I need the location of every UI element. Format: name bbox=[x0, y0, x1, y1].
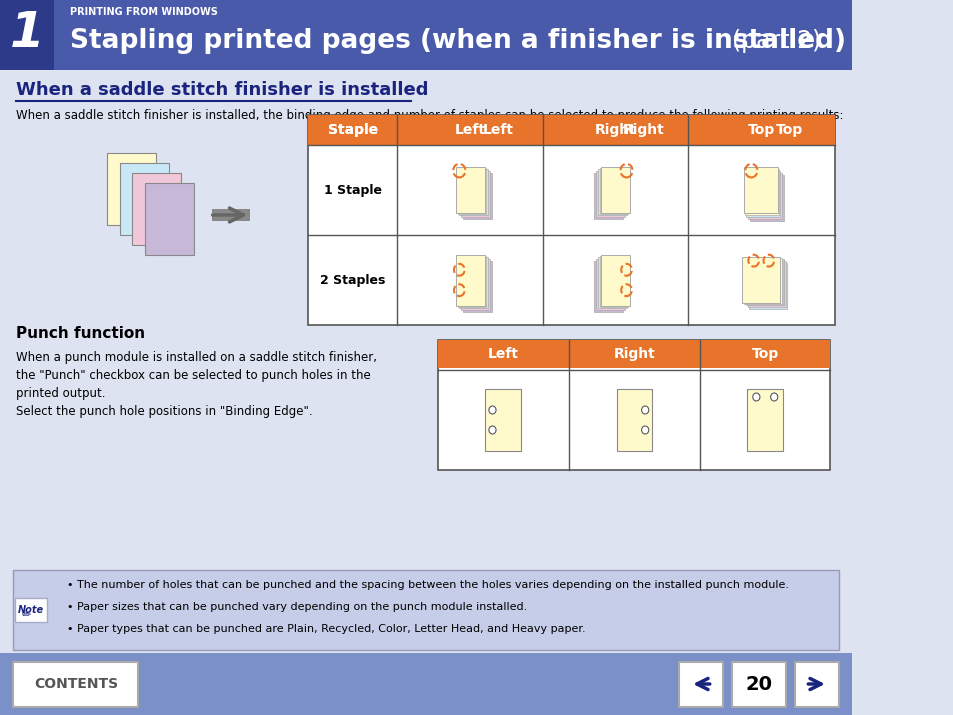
FancyBboxPatch shape bbox=[598, 169, 626, 215]
FancyBboxPatch shape bbox=[0, 0, 851, 70]
Circle shape bbox=[770, 393, 777, 401]
FancyBboxPatch shape bbox=[437, 340, 830, 470]
FancyBboxPatch shape bbox=[0, 0, 53, 70]
FancyBboxPatch shape bbox=[460, 259, 490, 310]
FancyBboxPatch shape bbox=[732, 662, 785, 707]
FancyBboxPatch shape bbox=[598, 167, 628, 214]
Text: Top: Top bbox=[751, 347, 778, 361]
FancyBboxPatch shape bbox=[107, 153, 156, 225]
FancyBboxPatch shape bbox=[616, 389, 652, 451]
Circle shape bbox=[488, 406, 496, 414]
FancyBboxPatch shape bbox=[308, 115, 834, 325]
FancyBboxPatch shape bbox=[678, 662, 722, 707]
FancyBboxPatch shape bbox=[747, 261, 784, 307]
FancyBboxPatch shape bbox=[794, 662, 839, 707]
Text: 1: 1 bbox=[10, 9, 44, 57]
Text: Right: Right bbox=[595, 123, 636, 137]
Text: When a saddle stitch finisher is installed, the binding edge and number of stapl: When a saddle stitch finisher is install… bbox=[16, 109, 842, 122]
FancyBboxPatch shape bbox=[749, 174, 782, 222]
FancyBboxPatch shape bbox=[145, 183, 193, 255]
Text: Left: Left bbox=[482, 123, 514, 137]
FancyBboxPatch shape bbox=[13, 662, 138, 707]
FancyBboxPatch shape bbox=[132, 173, 181, 245]
FancyBboxPatch shape bbox=[745, 259, 783, 305]
Text: 20: 20 bbox=[744, 674, 772, 694]
FancyBboxPatch shape bbox=[743, 257, 781, 305]
FancyBboxPatch shape bbox=[594, 260, 622, 312]
Text: 2 Staples: 2 Staples bbox=[319, 274, 385, 287]
Text: Right: Right bbox=[613, 347, 655, 361]
FancyBboxPatch shape bbox=[0, 653, 851, 715]
Circle shape bbox=[641, 426, 648, 434]
Text: PRINTING FROM WINDOWS: PRINTING FROM WINDOWS bbox=[70, 7, 217, 17]
FancyBboxPatch shape bbox=[119, 163, 169, 235]
FancyBboxPatch shape bbox=[308, 115, 834, 145]
FancyBboxPatch shape bbox=[456, 255, 484, 305]
FancyBboxPatch shape bbox=[596, 171, 624, 217]
Text: Staple: Staple bbox=[327, 123, 377, 137]
Text: • Paper sizes that can be punched vary depending on the punch module installed.: • Paper sizes that can be punched vary d… bbox=[67, 602, 527, 612]
FancyBboxPatch shape bbox=[437, 340, 830, 368]
FancyBboxPatch shape bbox=[458, 169, 488, 215]
Text: • The number of holes that can be punched and the spacing between the holes vari: • The number of holes that can be punche… bbox=[67, 580, 788, 590]
FancyBboxPatch shape bbox=[462, 260, 491, 312]
FancyBboxPatch shape bbox=[0, 70, 851, 655]
Circle shape bbox=[488, 426, 496, 434]
FancyBboxPatch shape bbox=[600, 167, 630, 213]
FancyBboxPatch shape bbox=[485, 389, 520, 451]
Text: Punch function: Punch function bbox=[16, 325, 145, 340]
Text: Stapling printed pages (when a finisher is installed): Stapling printed pages (when a finisher … bbox=[70, 28, 844, 54]
Text: Left: Left bbox=[455, 123, 485, 137]
Text: Top: Top bbox=[747, 123, 774, 137]
FancyBboxPatch shape bbox=[457, 167, 486, 214]
FancyBboxPatch shape bbox=[744, 169, 779, 215]
Text: the "Punch" checkbox can be selected to punch holes in the: the "Punch" checkbox can be selected to … bbox=[16, 368, 371, 382]
Text: CONTENTS: CONTENTS bbox=[33, 677, 118, 691]
Text: When a saddle stitch finisher is installed: When a saddle stitch finisher is install… bbox=[16, 81, 428, 99]
Text: 1 Staple: 1 Staple bbox=[323, 184, 381, 197]
FancyBboxPatch shape bbox=[743, 167, 778, 213]
Circle shape bbox=[752, 393, 760, 401]
Text: Staple: Staple bbox=[327, 123, 377, 137]
FancyBboxPatch shape bbox=[13, 570, 838, 650]
Text: Top: Top bbox=[775, 123, 802, 137]
Text: • Paper types that can be punched are Plain, Recycled, Color, Letter Head, and H: • Paper types that can be punched are Pl… bbox=[67, 624, 585, 634]
FancyBboxPatch shape bbox=[598, 255, 628, 307]
Text: Right: Right bbox=[622, 123, 664, 137]
FancyBboxPatch shape bbox=[596, 259, 624, 310]
FancyBboxPatch shape bbox=[598, 257, 626, 307]
Text: Left: Left bbox=[487, 347, 518, 361]
FancyBboxPatch shape bbox=[741, 257, 780, 303]
FancyBboxPatch shape bbox=[747, 172, 781, 220]
Text: Select the punch hole positions in "Binding Edge".: Select the punch hole positions in "Bind… bbox=[16, 405, 313, 418]
FancyBboxPatch shape bbox=[462, 172, 491, 220]
Circle shape bbox=[641, 406, 648, 414]
FancyBboxPatch shape bbox=[460, 171, 490, 217]
FancyBboxPatch shape bbox=[456, 167, 484, 213]
Text: printed output.: printed output. bbox=[16, 387, 106, 400]
Text: (part 2): (part 2) bbox=[732, 29, 821, 53]
FancyBboxPatch shape bbox=[457, 255, 486, 307]
FancyBboxPatch shape bbox=[600, 255, 630, 305]
FancyBboxPatch shape bbox=[749, 262, 786, 310]
FancyBboxPatch shape bbox=[15, 598, 48, 622]
Text: Note: Note bbox=[18, 605, 44, 615]
FancyBboxPatch shape bbox=[746, 389, 782, 451]
Text: ✏: ✏ bbox=[22, 610, 31, 620]
FancyBboxPatch shape bbox=[212, 209, 250, 221]
FancyBboxPatch shape bbox=[745, 171, 780, 217]
FancyBboxPatch shape bbox=[458, 257, 488, 307]
FancyBboxPatch shape bbox=[594, 172, 622, 220]
FancyBboxPatch shape bbox=[13, 570, 838, 650]
Text: When a punch module is installed on a saddle stitch finisher,: When a punch module is installed on a sa… bbox=[16, 350, 376, 363]
